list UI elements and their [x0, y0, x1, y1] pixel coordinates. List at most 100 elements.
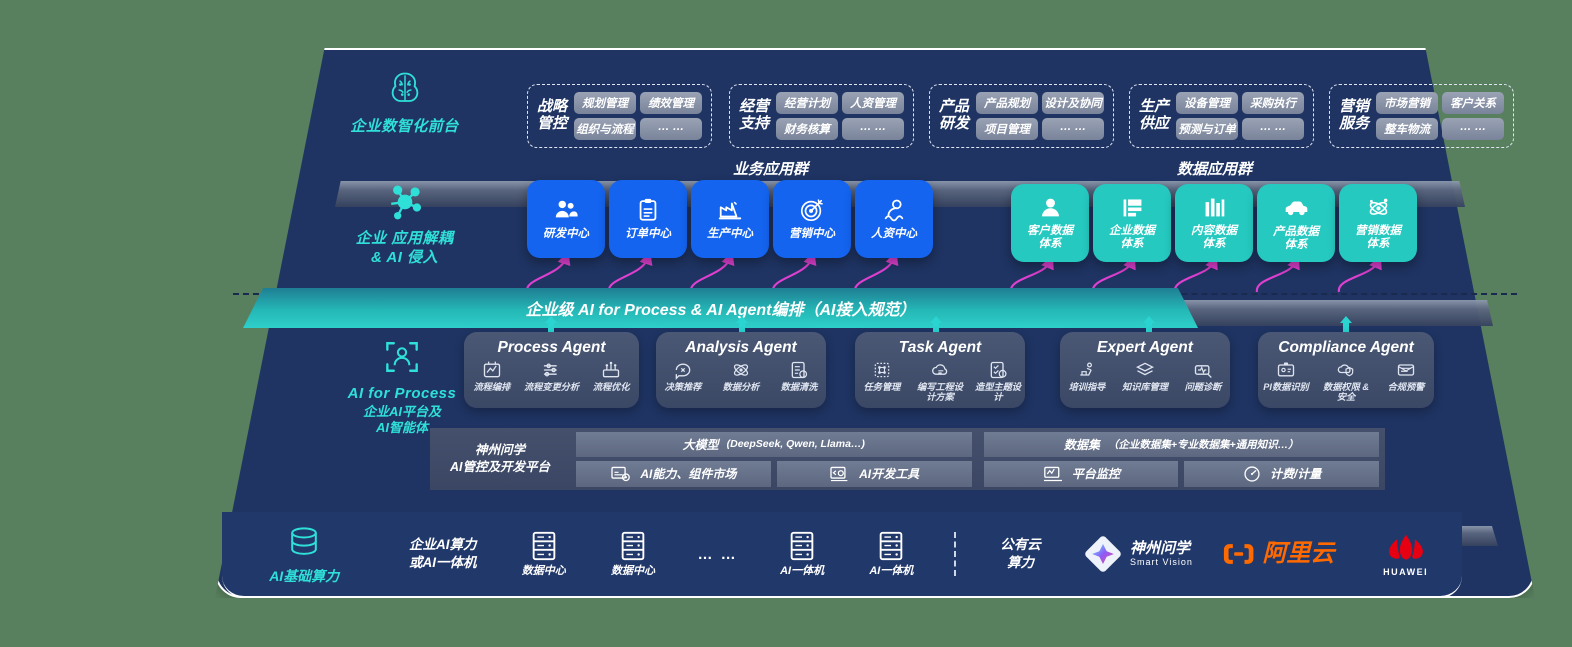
- domain-chip[interactable]: … …: [640, 118, 703, 140]
- agent-item[interactable]: 决策推荐: [656, 360, 710, 392]
- domain-title: 战略 管控: [537, 98, 568, 132]
- domain-group-rnd[interactable]: 产品 研发 产品规划 设计及协同 项目管理 … …: [929, 84, 1115, 148]
- task-net-icon: [874, 362, 890, 378]
- domain-chip[interactable]: 客户关系: [1442, 92, 1505, 114]
- database-icon: [291, 527, 318, 555]
- vendor-logo-huawei[interactable]: HUAWEI: [1349, 532, 1462, 577]
- domain-title: 经营 支持: [739, 98, 770, 132]
- platform-left-column: 大模型 (DeepSeek, Qwen, Llama…) AI能力、组件市场: [570, 431, 978, 487]
- agent-items: 培训指导 知识库管理 问题诊断: [1060, 360, 1230, 392]
- infra-heading-block: AI基础算力: [222, 522, 386, 586]
- data-card-enterprise[interactable]: 企业数据 体系: [1093, 184, 1171, 262]
- domain-chip[interactable]: 整车物流: [1376, 118, 1439, 140]
- domain-chip[interactable]: 绩效管理: [640, 92, 703, 114]
- app-card-marketing-center[interactable]: 营销中心: [773, 180, 851, 258]
- data-card-product[interactable]: 产品数据 体系: [1257, 184, 1335, 262]
- platform-tools-row: AI能力、组件市场 AI开发工具: [576, 460, 972, 487]
- agent-item[interactable]: 流程变更分析: [524, 360, 580, 392]
- domain-group-production[interactable]: 生产 供应 设备管理 采购执行 预测与订单 … …: [1129, 84, 1315, 148]
- app-card-hr-center[interactable]: 人资中心: [855, 180, 933, 258]
- dataset-bar[interactable]: 数据集 （企业数据集+专业数据集+通用知识…）: [983, 431, 1379, 457]
- domain-chip[interactable]: … …: [1042, 118, 1105, 140]
- domain-chip[interactable]: 采购执行: [1242, 92, 1305, 114]
- agent-card-task[interactable]: Task Agent 任务管理 编写工程设计方案: [855, 332, 1025, 408]
- domain-group-operations[interactable]: 经营 支持 经营计划 人资管理 财务核算 … …: [729, 84, 915, 148]
- data-card-label: 客户数据 体系: [1027, 224, 1073, 250]
- domain-chip[interactable]: 组织与流程: [574, 118, 637, 140]
- domain-group-marketing[interactable]: 营销 服务 市场营销 客户关系 整车物流 … …: [1329, 84, 1515, 148]
- agent-item[interactable]: 数据权限 & 安全: [1318, 360, 1374, 402]
- domain-chips: 市场营销 客户关系 整车物流 … …: [1376, 92, 1505, 140]
- app-card-rnd-center[interactable]: 研发中心: [527, 180, 605, 258]
- ai-devtool-bar[interactable]: AI开发工具: [776, 460, 972, 487]
- agent-item[interactable]: 流程编排: [464, 360, 520, 392]
- infra-node-aibox-2[interactable]: AI一体机: [847, 530, 936, 578]
- app-card-label: 营销中心: [789, 227, 835, 240]
- platform-dataset-row: 数据集 （企业数据集+专业数据集+通用知识…）: [983, 431, 1379, 457]
- data-card-marketing[interactable]: 营销数据 体系: [1339, 184, 1417, 262]
- domain-chip[interactable]: 设计及协同: [1042, 92, 1105, 114]
- agent-item[interactable]: 任务管理: [855, 360, 909, 402]
- domain-chip[interactable]: … …: [842, 118, 905, 140]
- domain-chip[interactable]: 经营计划: [776, 92, 839, 114]
- agent-card-process[interactable]: Process Agent 流程编排 流程变更分析: [464, 332, 639, 408]
- agent-card-compliance[interactable]: Compliance Agent PI数据识别 数据权限 & 安全: [1258, 332, 1434, 408]
- agent-name: Analysis Agent: [685, 339, 797, 356]
- clipboard-icon: [639, 198, 657, 221]
- domain-chip[interactable]: 规划管理: [574, 92, 637, 114]
- agent-card-expert[interactable]: Expert Agent 培训指导 知识库管理: [1060, 332, 1230, 408]
- infra-node-datacenter-2[interactable]: 数据中心: [588, 530, 677, 578]
- vendor-logo-aliyun[interactable]: 阿里云: [1208, 541, 1349, 567]
- app-card-label: 生产中心: [707, 227, 753, 240]
- agent-item[interactable]: 培训指导: [1060, 360, 1114, 392]
- agent-name: Expert Agent: [1097, 339, 1193, 356]
- domain-chip[interactable]: 财务核算: [776, 118, 839, 140]
- agent-item[interactable]: 合规预警: [1378, 360, 1434, 402]
- ai-process-line1: 企业AI平台及: [362, 403, 441, 419]
- domain-chip[interactable]: 设备管理: [1176, 92, 1239, 114]
- front-stage-label: 企业数智化前台: [350, 118, 459, 135]
- ai-capability-market-bar[interactable]: AI能力、组件市场: [576, 460, 771, 487]
- ai-process-title: AI for Process: [347, 385, 457, 402]
- app-card-label: 人资中心: [871, 227, 917, 240]
- public-cloud-label: 公有云 算力: [1000, 537, 1041, 570]
- data-card-content[interactable]: 内容数据 体系: [1175, 184, 1253, 262]
- infra-node-datacenter-1[interactable]: 数据中心: [499, 530, 588, 578]
- platform-ops-row: 平台监控 计费/计量: [983, 460, 1379, 487]
- agent-item[interactable]: 造型主题设计: [971, 360, 1025, 402]
- agent-item[interactable]: 问题诊断: [1176, 360, 1230, 392]
- domain-chip[interactable]: … …: [1242, 118, 1305, 140]
- label-front-stage: 企业数智化前台: [322, 68, 487, 137]
- agent-item[interactable]: 数据清洗: [772, 360, 826, 392]
- vendor-logo-smartvision[interactable]: 神州问学 Smart Vision: [1067, 534, 1208, 574]
- ai-orchestration-banner[interactable]: 企业级 AI for Process & AI Agent编排（AI接入规范）: [243, 288, 1198, 328]
- domain-chip[interactable]: 产品规划: [976, 92, 1039, 114]
- target-icon: [800, 199, 823, 221]
- agent-item[interactable]: 流程优化: [583, 360, 639, 392]
- agent-card-analysis[interactable]: Analysis Agent 决策推荐 数据分析: [656, 332, 826, 408]
- llm-bar[interactable]: 大模型 (DeepSeek, Qwen, Llama…): [576, 431, 972, 457]
- platform-monitor-bar[interactable]: 平台监控: [983, 460, 1179, 487]
- billing-bar[interactable]: 计费/计量: [1184, 460, 1379, 487]
- agent-item[interactable]: 编写工程设计方案: [913, 360, 967, 402]
- vendor-subtitle: Smart Vision: [1130, 557, 1193, 567]
- domain-chip[interactable]: 市场营销: [1376, 92, 1439, 114]
- agent-item[interactable]: 数据分析: [714, 360, 768, 392]
- domain-chip[interactable]: 项目管理: [976, 118, 1039, 140]
- domain-chip[interactable]: 预测与订单: [1176, 118, 1239, 140]
- app-card-label: 研发中心: [543, 227, 589, 240]
- diagnose-icon: [1194, 365, 1212, 378]
- app-card-order-center[interactable]: 订单中心: [609, 180, 687, 258]
- infra-node-aibox-1[interactable]: AI一体机: [757, 530, 846, 578]
- app-card-production-center[interactable]: 生产中心: [691, 180, 769, 258]
- agent-item[interactable]: 知识库管理: [1118, 360, 1172, 392]
- server-icon: [880, 531, 903, 561]
- data-card-customer[interactable]: 客户数据 体系: [1011, 184, 1089, 262]
- agent-item[interactable]: PI数据识别: [1258, 360, 1314, 402]
- domain-chip[interactable]: … …: [1442, 118, 1505, 140]
- domain-group-strategy[interactable]: 战略 管控 规划管理 绩效管理 组织与流程 … …: [527, 84, 713, 148]
- domain-chip[interactable]: 人资管理: [842, 92, 905, 114]
- gauge-icon: [1244, 465, 1260, 482]
- data-group-title: 数据应用群: [1177, 161, 1253, 178]
